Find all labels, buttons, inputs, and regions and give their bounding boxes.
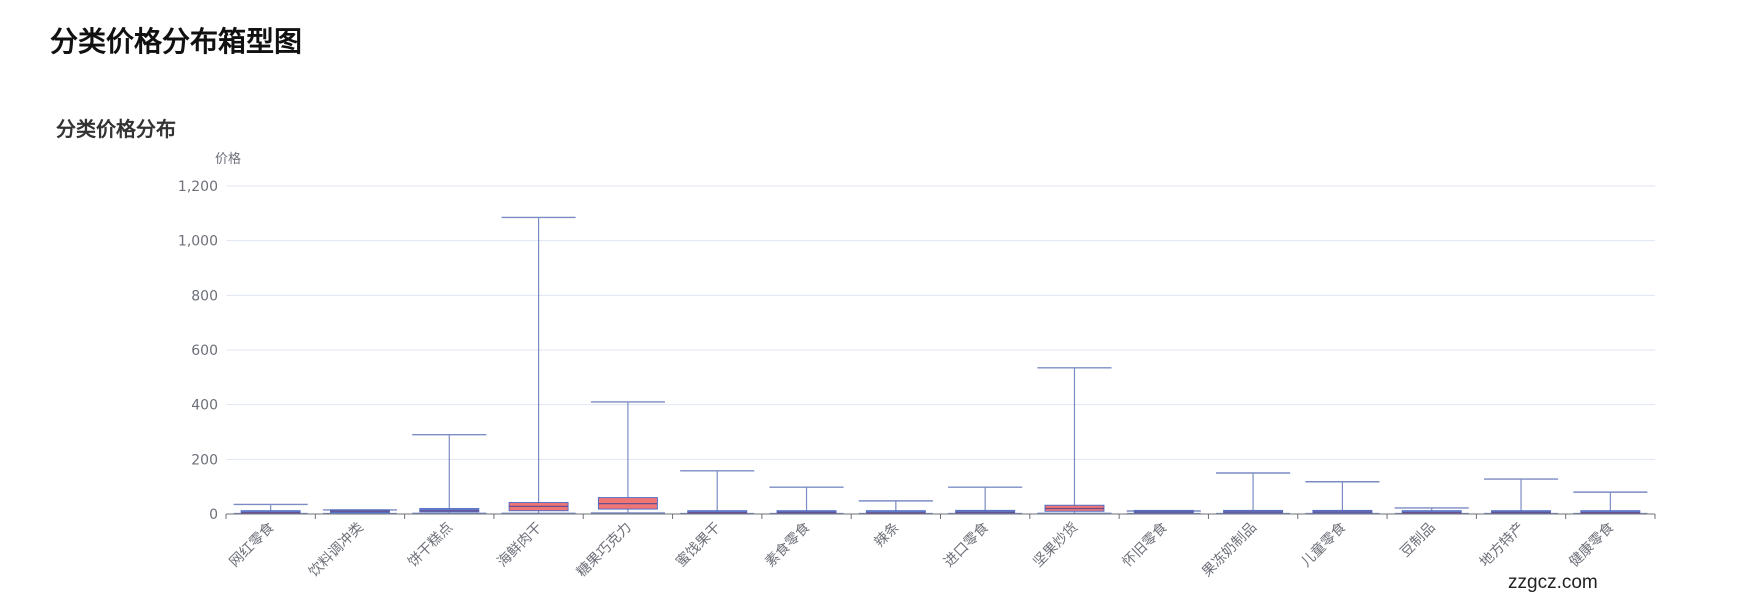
x-axis-labels: 网红零食 饮料调冲类 饼干糕点 海鲜肉干 糖果巧克力 蜜饯果干 素食零食 辣条 进口零食 坚果炒货… — [226, 519, 1617, 581]
box-item — [858, 500, 933, 515]
box-item — [590, 401, 665, 514]
x-tick-label: 素食零食 — [762, 519, 814, 571]
box-item — [501, 216, 576, 514]
box-item — [680, 470, 755, 515]
x-tick-label: 糖果巧克力 — [574, 520, 635, 581]
box-item — [1126, 509, 1201, 515]
chart-title: 分类价格分布 — [56, 117, 176, 141]
x-tick-label: 进口零食 — [940, 519, 992, 571]
y-tick-label: 600 — [191, 343, 218, 359]
x-tick-label: 海鲜肉干 — [495, 520, 546, 571]
box-item — [1573, 491, 1648, 515]
y-axis-name: 价格 — [215, 151, 241, 167]
y-tick-label: 200 — [191, 452, 218, 468]
watermark-text: zzgcz.com — [1508, 572, 1598, 593]
page-title: 分类价格分布箱型图 — [50, 25, 303, 58]
x-tick-label: 饼干糕点 — [405, 520, 456, 571]
x-tick-label: 蜜饯果干 — [673, 520, 724, 571]
y-tick-label: 800 — [191, 288, 218, 304]
box-item — [233, 503, 308, 515]
box-series — [233, 216, 1648, 515]
x-tick-label: 健康零食 — [1566, 519, 1618, 571]
grid-lines — [226, 185, 1655, 460]
x-tick-label: 儿童零食 — [1298, 519, 1350, 571]
x-tick-label: 地方特产 — [1477, 520, 1528, 571]
box-item — [322, 509, 398, 515]
x-tick-label: 怀旧零食 — [1119, 519, 1171, 571]
box-item — [1394, 507, 1469, 515]
x-axis — [225, 513, 1656, 519]
box-item — [769, 486, 844, 515]
y-tick-label: 0 — [209, 507, 218, 523]
x-tick-label: 饮料调冲类 — [306, 520, 367, 581]
box-item — [1037, 367, 1112, 514]
y-tick-label: 400 — [191, 398, 218, 414]
box-item — [1216, 472, 1291, 515]
x-tick-label: 果冻奶制品 — [1198, 519, 1260, 581]
x-tick-label: 辣条 — [871, 519, 903, 551]
x-tick-label: 网红零食 — [226, 519, 278, 571]
x-tick-label: 豆制品 — [1398, 520, 1439, 561]
box-item — [948, 486, 1023, 515]
box-item — [1305, 481, 1380, 515]
y-axis-ticks: 0 200 400 600 800 1,000 1,200 — [178, 179, 218, 523]
y-tick-label: 1,000 — [178, 234, 218, 250]
box-item — [1483, 478, 1559, 515]
x-tick-label: 坚果炒货 — [1030, 519, 1082, 571]
y-tick-label: 1,200 — [178, 179, 218, 195]
box-item — [412, 434, 487, 514]
